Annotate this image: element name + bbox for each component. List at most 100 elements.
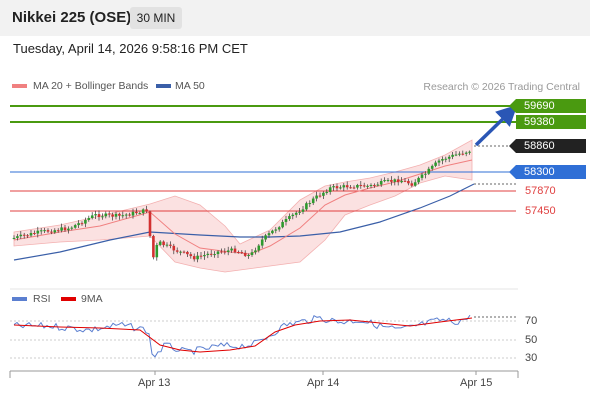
- candle-up: [155, 244, 159, 258]
- timeframe-button[interactable]: 30 MIN: [130, 7, 182, 29]
- candle-down: [362, 185, 366, 187]
- candle-up: [366, 185, 369, 187]
- rsi-ma-legend-swatch: [61, 297, 76, 301]
- candle-up: [84, 219, 87, 224]
- candle-up: [315, 195, 318, 199]
- candle-up: [328, 187, 332, 192]
- candle-up: [393, 179, 397, 182]
- candle-up: [294, 212, 298, 215]
- candle-down: [182, 251, 186, 253]
- candle-down: [199, 255, 203, 257]
- candle-down: [111, 214, 114, 217]
- ma20-legend-swatch: [12, 84, 27, 88]
- candle-down: [97, 214, 101, 218]
- header-bar: Nikkei 225 (OSE) 30 MIN: [0, 0, 590, 36]
- candle-up: [301, 209, 305, 212]
- candle-up: [267, 233, 271, 236]
- candle-up: [305, 203, 308, 210]
- candle-up: [369, 184, 373, 186]
- resistance-2-tag: 59690: [509, 99, 586, 113]
- candle-down: [390, 179, 393, 182]
- candle-up: [322, 192, 325, 196]
- candle-up: [264, 235, 267, 240]
- candle-up: [131, 211, 135, 216]
- candle-up: [288, 216, 291, 220]
- candle-up: [311, 198, 315, 204]
- candle-down: [80, 223, 84, 225]
- candle-down: [396, 179, 400, 183]
- candle-up: [342, 185, 346, 188]
- candle-up: [87, 218, 91, 220]
- candle-up: [203, 255, 206, 257]
- candle-up: [298, 211, 301, 213]
- candle-up: [60, 227, 63, 231]
- resistance-1-tag: 59380: [516, 115, 586, 129]
- candle-down: [220, 251, 223, 253]
- credit-text: Research © 2026 Trading Central: [423, 81, 580, 93]
- candle-up: [451, 154, 454, 157]
- candle-up: [124, 214, 128, 216]
- candle-up: [39, 230, 43, 232]
- candle-down: [172, 245, 176, 251]
- candle-up: [216, 251, 220, 255]
- candle-down: [243, 252, 247, 256]
- candle-up: [12, 237, 16, 239]
- candle-down: [407, 180, 410, 184]
- candle-down: [128, 214, 131, 216]
- candle-up: [417, 177, 420, 183]
- candle-down: [359, 184, 363, 186]
- candle-up: [179, 251, 182, 253]
- candle-up: [67, 228, 70, 231]
- rsi-ma-legend-label: 9MA: [81, 293, 103, 305]
- candle-down: [175, 250, 179, 252]
- candle-up: [458, 153, 461, 155]
- candle-up: [420, 174, 424, 178]
- ma50-legend-label: MA 50: [175, 80, 205, 92]
- candle-up: [284, 219, 288, 222]
- candle-up: [441, 159, 444, 161]
- candle-up: [434, 162, 437, 166]
- candlesticks: [12, 150, 471, 263]
- candle-down: [223, 251, 227, 253]
- candle-down: [118, 213, 121, 216]
- candle-up: [339, 187, 342, 189]
- candle-down: [162, 241, 165, 246]
- candle-down: [22, 234, 26, 236]
- candle-up: [226, 250, 230, 253]
- rsi-level-50: 50: [525, 334, 538, 346]
- forecast-arrow: [474, 104, 518, 147]
- candle-up: [101, 216, 104, 218]
- x-label-apr13: Apr 13: [138, 377, 171, 389]
- candle-up: [277, 227, 281, 230]
- candle-up: [464, 152, 468, 154]
- candle-up: [90, 215, 94, 219]
- rsi-level-70: 70: [525, 315, 538, 327]
- candle-up: [53, 230, 57, 233]
- candle-down: [33, 233, 36, 235]
- candle-up: [437, 160, 441, 163]
- candle-down: [63, 227, 67, 231]
- candle-down: [461, 153, 465, 155]
- candle-up: [413, 182, 417, 186]
- candle-up: [400, 180, 403, 183]
- candle-down: [107, 213, 111, 215]
- candle-up: [468, 151, 471, 153]
- candle-up: [165, 244, 169, 246]
- candle-up: [250, 252, 254, 255]
- candle-down: [26, 235, 29, 237]
- candle-up: [121, 215, 125, 217]
- candle-up: [274, 229, 278, 231]
- candle-down: [318, 195, 322, 197]
- chart-timestamp: Tuesday, April 14, 2026 9:58:16 PM CET: [13, 41, 248, 56]
- candle-up: [196, 255, 199, 260]
- ma50-legend-swatch: [156, 84, 171, 88]
- candle-up: [281, 221, 284, 228]
- candle-up: [308, 203, 312, 205]
- candle-up: [213, 254, 216, 256]
- bollinger-bands: [13, 139, 473, 273]
- candle-up: [158, 241, 162, 245]
- candle-up: [16, 236, 19, 238]
- candle-up: [70, 227, 74, 229]
- rsi-legend-label: RSI: [33, 293, 51, 305]
